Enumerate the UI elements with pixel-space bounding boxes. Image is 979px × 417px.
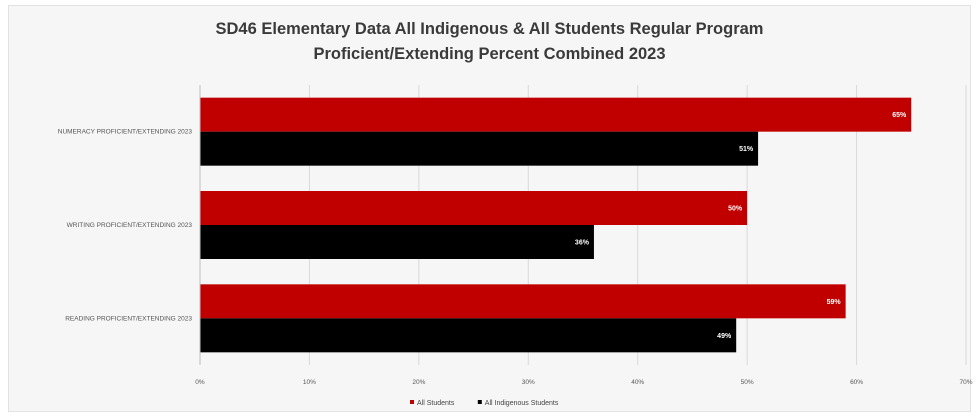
bar (200, 191, 748, 225)
x-tick-label: 50% (741, 379, 754, 386)
chart-title: SD46 Elementary Data All Indigenous & Al… (215, 20, 764, 38)
data-label: 65% (892, 112, 907, 119)
category-label: NUMERACY PROFICIENT/EXTENDING 2023 (58, 129, 193, 136)
data-label: 51% (739, 146, 754, 153)
legend-label: All Indigenous Students (485, 400, 559, 407)
bar (200, 284, 846, 319)
bar (200, 97, 912, 132)
data-label: 49% (717, 333, 732, 340)
x-tick-label: 0% (195, 379, 205, 386)
x-tick-label: 40% (631, 379, 644, 386)
category-label: READING PROFICIENT/EXTENDING 2023 (65, 315, 192, 322)
chart-subtitle: Proficient/Extending Percent Combined 20… (313, 45, 666, 63)
bar (200, 318, 737, 353)
x-tick-label: 10% (303, 379, 316, 386)
x-tick-label: 20% (412, 379, 425, 386)
bar (200, 131, 759, 166)
category-label: WRITING PROFICIENT/EXTENDING 2023 (67, 222, 193, 229)
data-label: 59% (827, 299, 842, 306)
data-label: 36% (575, 240, 590, 247)
data-label: 50% (728, 206, 743, 213)
x-tick-label: 60% (850, 379, 863, 386)
bar (200, 225, 594, 259)
x-tick-label: 70% (959, 379, 972, 386)
legend-label: All Students (417, 400, 455, 407)
legend-swatch (477, 400, 482, 404)
x-tick-label: 30% (522, 379, 535, 386)
legend-swatch (410, 400, 414, 404)
